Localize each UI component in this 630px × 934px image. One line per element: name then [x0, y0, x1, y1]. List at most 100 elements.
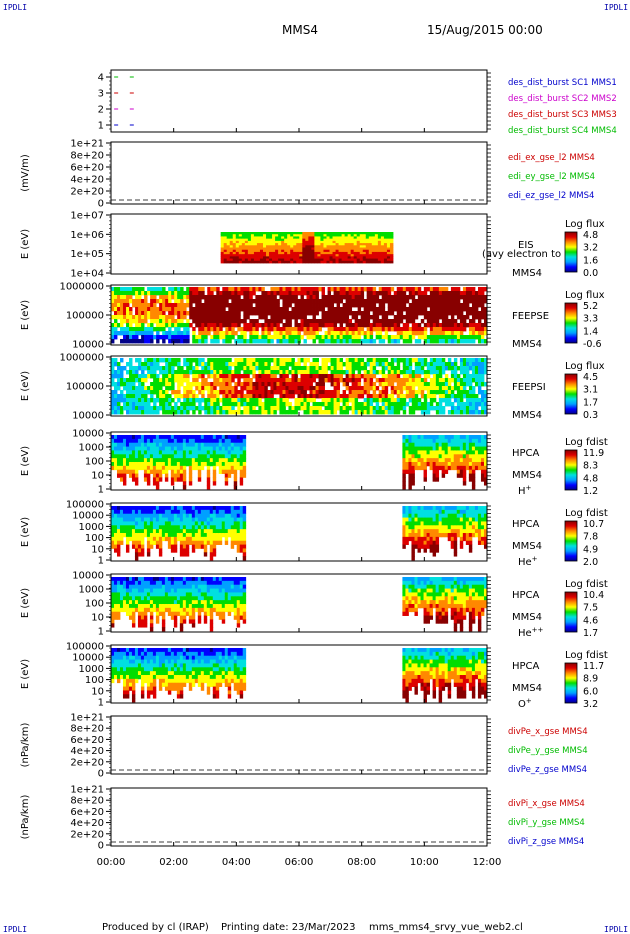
heatmap-cell [138, 362, 142, 367]
heatmap-cell [339, 410, 344, 415]
heatmap-cell [312, 307, 316, 312]
heatmap-cell [426, 287, 431, 292]
heatmap-cell [380, 238, 385, 242]
heatmap-cell [297, 287, 301, 292]
heatmap-cell [243, 299, 247, 304]
heatmap-cell [246, 378, 250, 383]
heatmap-cell [315, 370, 319, 375]
heatmap-cell [177, 327, 181, 332]
heatmap-cell [255, 402, 259, 407]
heatmap-cell [438, 307, 443, 312]
heatmap-cell [384, 386, 389, 391]
heatmap-cell [132, 315, 136, 320]
heatmap-cell [480, 450, 485, 455]
heatmap-cell [309, 331, 313, 336]
heatmap-cell [225, 295, 229, 300]
heatmap-cell [411, 335, 416, 340]
heatmap-cell [297, 394, 301, 399]
heatmap-cell [225, 323, 229, 328]
heatmap-cell [411, 390, 416, 395]
heatmap-cell [362, 258, 367, 262]
heatmap-cell [252, 382, 256, 387]
colorbar-tick-label: -0.6 [583, 339, 602, 350]
heatmap-cell [238, 251, 243, 255]
heatmap-cell [314, 247, 318, 251]
heatmap-cell [228, 386, 232, 391]
heatmap-cell [222, 331, 226, 336]
heatmap-cell [234, 402, 238, 407]
heatmap-cell [480, 473, 485, 478]
heatmap-cell [264, 327, 268, 332]
heatmap-cell [354, 291, 359, 296]
heatmap-cell [471, 410, 476, 415]
heatmap-cell [270, 319, 274, 324]
heatmap-cell [176, 442, 181, 447]
heatmap-cell [384, 327, 389, 332]
heatmap-cell [189, 398, 193, 403]
heatmap-cell [192, 406, 196, 411]
heatmap-cell [465, 295, 470, 300]
heatmap-cell [336, 291, 341, 296]
heatmap-cell [146, 469, 151, 474]
heatmap-cell [132, 402, 136, 407]
heatmap-cell [206, 473, 211, 478]
heatmap-cell [126, 390, 130, 395]
heatmap-cell [114, 398, 118, 403]
heatmap-cell [168, 386, 172, 391]
heatmap-cell [131, 465, 136, 471]
heatmap-cell [357, 374, 362, 379]
heatmap-cell [198, 295, 202, 300]
heatmap-cell [138, 386, 142, 391]
heatmap-cell [347, 258, 352, 262]
heatmap-cell [299, 247, 303, 251]
heatmap-cell [188, 477, 193, 482]
heatmap-cell [267, 358, 271, 363]
heatmap-cell [417, 335, 422, 340]
heatmap-cell [275, 260, 279, 264]
heatmap-cell [450, 299, 455, 304]
heatmap-cell [218, 458, 223, 463]
corner-label-bottom-left: IPDLI [3, 925, 27, 934]
heatmap-cell [231, 327, 235, 332]
heatmap-cell [381, 382, 386, 387]
heatmap-cell [368, 251, 373, 255]
heatmap-cell [180, 366, 184, 371]
heatmap-cell [341, 254, 346, 257]
heatmap-cell [228, 390, 232, 395]
heatmap-cell [222, 335, 226, 340]
heatmap-cell [432, 331, 437, 336]
heatmap-cell [393, 366, 398, 371]
heatmap-cell [122, 450, 127, 455]
heatmap-cell [387, 311, 392, 316]
heatmap-cell [396, 307, 401, 312]
heatmap-cell [381, 390, 386, 395]
heatmap-cell [438, 394, 443, 399]
heatmap-cell [195, 382, 199, 387]
heatmap-cell [441, 386, 446, 391]
heatmap-cell [450, 315, 455, 320]
heatmap-cell [168, 394, 172, 399]
y-tick-label: 10000 [72, 429, 104, 440]
heatmap-cell [306, 323, 310, 328]
heatmap-cell [447, 390, 452, 395]
heatmap-cell [120, 311, 124, 316]
heatmap-cell [165, 386, 169, 391]
heatmap-cell [297, 406, 301, 411]
heatmap-cell [197, 450, 202, 455]
heatmap-cell [256, 245, 261, 248]
heatmap-cell [177, 299, 181, 304]
heatmap-cell [342, 327, 347, 332]
heatmap-cell [281, 234, 285, 237]
heatmap-cell [296, 245, 300, 248]
heatmap-cell [435, 323, 440, 328]
heatmap-cell [432, 319, 437, 324]
heatmap-cell [276, 366, 280, 371]
heatmap-cell [405, 370, 410, 375]
heatmap-cell [226, 243, 231, 246]
heatmap-cell [150, 299, 154, 304]
heatmap-cell [318, 394, 322, 399]
heatmap-cell [438, 378, 443, 383]
heatmap-cell [417, 362, 422, 367]
heatmap-cell [267, 374, 271, 379]
heatmap-cell [180, 299, 184, 304]
